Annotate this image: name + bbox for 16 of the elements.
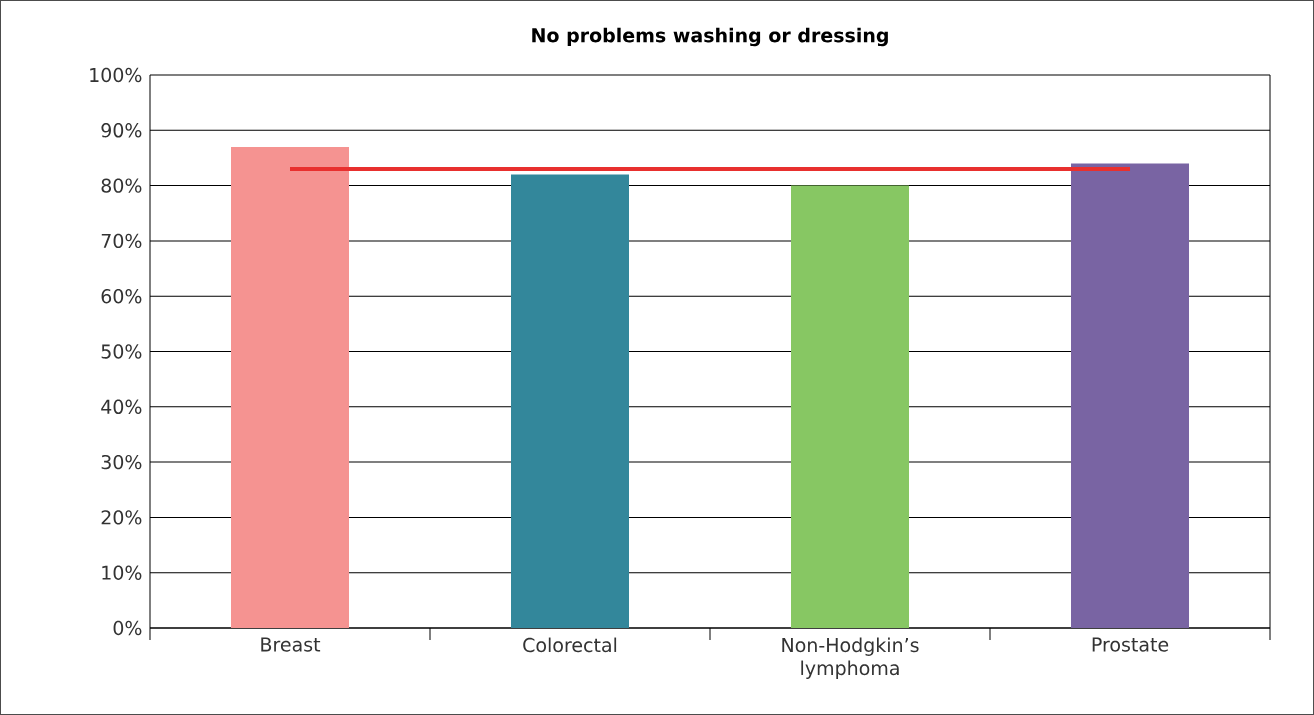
y-tick-label: 10% [102,565,142,580]
y-tick-label: 80% [101,178,142,193]
y-tick-label: 30% [101,454,142,470]
x-tick-label: Non-Hodgkin’s lymphoma [782,637,919,679]
x-tick-label: Prostate [1092,637,1169,652]
chart-title: No problems washing or dressing [532,27,888,47]
y-tick-label: 100% [90,67,142,83]
y-tick-label: 20% [101,510,142,525]
y-tick-label: 60% [101,289,142,304]
x-tick-label: Breast [261,637,321,652]
y-tick-label: 40% [101,399,142,414]
y-tick-label: 70% [101,233,142,249]
y-tick-label: 90% [101,123,142,138]
x-tick-label: Colorectal [523,637,617,653]
y-tick-label: 0% [113,620,142,636]
y-tick-label: 50% [101,344,142,359]
